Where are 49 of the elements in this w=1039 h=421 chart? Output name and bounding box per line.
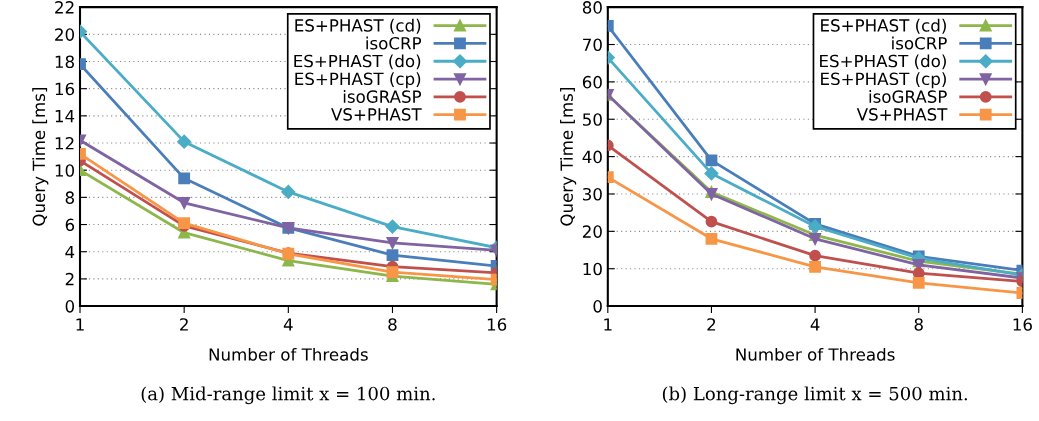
legend-label: ES+PHAST (cd) [295, 18, 421, 34]
legend-label: ES+PHAST (cd) [821, 18, 946, 34]
legend-label: ES+PHAST (cp) [295, 72, 421, 89]
y-tick-label: 16 [55, 82, 75, 96]
text: (a) Mid-range limit x = 100 min. [141, 386, 435, 405]
y-tick-label: 40 [582, 150, 602, 164]
legend-label: ES+PHAST (cp) [821, 72, 946, 89]
x-tick-label: 1 [76, 318, 84, 331]
y-tick-label: 0 [593, 300, 602, 313]
y-tick-label: 70 [583, 38, 602, 52]
x-tick-label: 4 [283, 318, 293, 331]
legend-label: ES+PHAST (do) [820, 54, 946, 70]
x-tick-label: 4 [810, 318, 820, 331]
y-tick-label: 80 [582, 1, 602, 14]
x-tick-label: 16 [1013, 318, 1032, 331]
x-tick-label: 8 [914, 318, 923, 331]
y-axis-title: Query Time [ms] [560, 88, 577, 226]
x-tick-label: 16 [487, 318, 507, 331]
y-tick-label: 12 [55, 136, 74, 150]
y-tick-label: 18 [55, 55, 74, 69]
text: (b) Long-range limit x = 500 min. [662, 386, 968, 405]
y-tick-label: 14 [55, 110, 75, 123]
y-tick-label: 20 [55, 28, 75, 41]
legend-label: VS+PHAST [331, 108, 422, 121]
x-axis-title: Number of Threads [736, 347, 895, 361]
y-tick-label: 8 [65, 191, 74, 204]
legend-label: VS+PHAST [856, 108, 948, 121]
y-tick-label: 22 [55, 1, 74, 14]
x-tick-label: 1 [604, 318, 612, 331]
legend-label: isoCRP [892, 36, 947, 50]
y-tick-label: 6 [65, 218, 75, 232]
y-tick-label: 0 [65, 300, 75, 313]
x-tick-label: 2 [180, 318, 188, 331]
y-tick-label: 30 [583, 187, 602, 201]
y-tick-label: 10 [583, 262, 602, 276]
y-axis-title: Query Time [ms] [32, 88, 49, 226]
legend-label: isoGRASP [343, 90, 422, 103]
legend-label: ES+PHAST (do) [294, 54, 421, 70]
y-tick-label: 4 [65, 245, 75, 259]
legend-label: isoCRP [366, 36, 422, 50]
legend-label: isoGRASP [869, 90, 947, 103]
y-tick-label: 50 [583, 113, 602, 126]
x-tick-label: 8 [388, 318, 397, 331]
y-tick-label: 10 [55, 164, 75, 177]
y-tick-label: 2 [65, 272, 74, 286]
y-tick-label: 20 [582, 225, 602, 238]
y-tick-label: 60 [582, 75, 602, 89]
x-tick-label: 2 [707, 318, 716, 331]
x-axis-title: Number of Threads [209, 347, 368, 361]
